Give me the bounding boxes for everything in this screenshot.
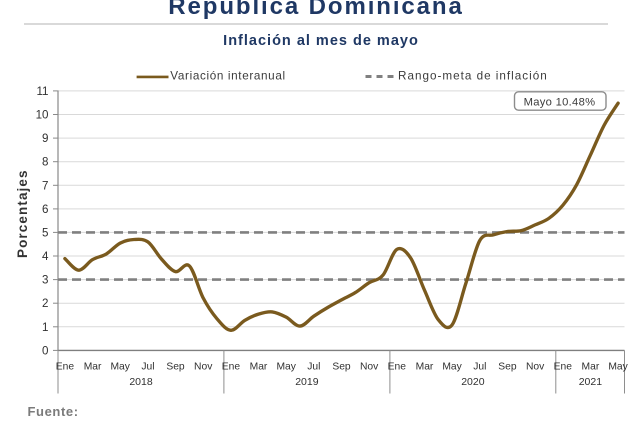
svg-text:Sep: Sep: [332, 362, 351, 373]
svg-text:Mayo 10.48%: Mayo 10.48%: [524, 96, 596, 108]
svg-text:0: 0: [42, 344, 48, 357]
svg-text:3: 3: [42, 274, 48, 287]
svg-text:May: May: [276, 362, 296, 373]
svg-text:8: 8: [42, 156, 48, 169]
svg-text:May: May: [608, 362, 628, 373]
svg-text:May: May: [110, 362, 130, 373]
svg-text:Mar: Mar: [416, 362, 434, 373]
svg-text:Ene: Ene: [388, 362, 407, 373]
svg-text:Mar: Mar: [582, 362, 600, 373]
svg-text:2: 2: [42, 297, 48, 310]
svg-text:Sep: Sep: [498, 362, 517, 373]
svg-text:Jul: Jul: [141, 362, 154, 373]
svg-text:Mar: Mar: [250, 362, 268, 373]
svg-text:Rango-meta de inflación: Rango-meta de inflación: [398, 69, 548, 82]
svg-text:2020: 2020: [461, 376, 485, 388]
svg-text:May: May: [442, 362, 462, 373]
svg-text:2021: 2021: [579, 376, 603, 388]
svg-text:Sep: Sep: [166, 362, 185, 373]
svg-text:Nov: Nov: [194, 362, 213, 373]
svg-text:11: 11: [36, 85, 48, 98]
svg-text:2018: 2018: [129, 376, 153, 388]
svg-text:Mar: Mar: [84, 362, 102, 373]
svg-text:Ene: Ene: [56, 362, 75, 373]
svg-text:5: 5: [42, 226, 48, 239]
svg-text:Variación interanual: Variación interanual: [170, 69, 285, 82]
svg-text:1: 1: [42, 321, 48, 334]
svg-text:Jul: Jul: [307, 362, 320, 373]
svg-text:Porcentajes: Porcentajes: [15, 169, 30, 258]
svg-text:4: 4: [42, 250, 49, 263]
svg-text:7: 7: [42, 179, 48, 192]
svg-text:Nov: Nov: [526, 362, 545, 373]
svg-text:9: 9: [42, 132, 48, 145]
svg-text:Jul: Jul: [473, 362, 486, 373]
svg-text:2019: 2019: [295, 376, 319, 388]
svg-text:Ene: Ene: [554, 362, 573, 373]
svg-text:Nov: Nov: [360, 362, 379, 373]
svg-text:6: 6: [42, 203, 48, 216]
svg-text:10: 10: [36, 109, 49, 122]
svg-text:Ene: Ene: [222, 362, 241, 373]
